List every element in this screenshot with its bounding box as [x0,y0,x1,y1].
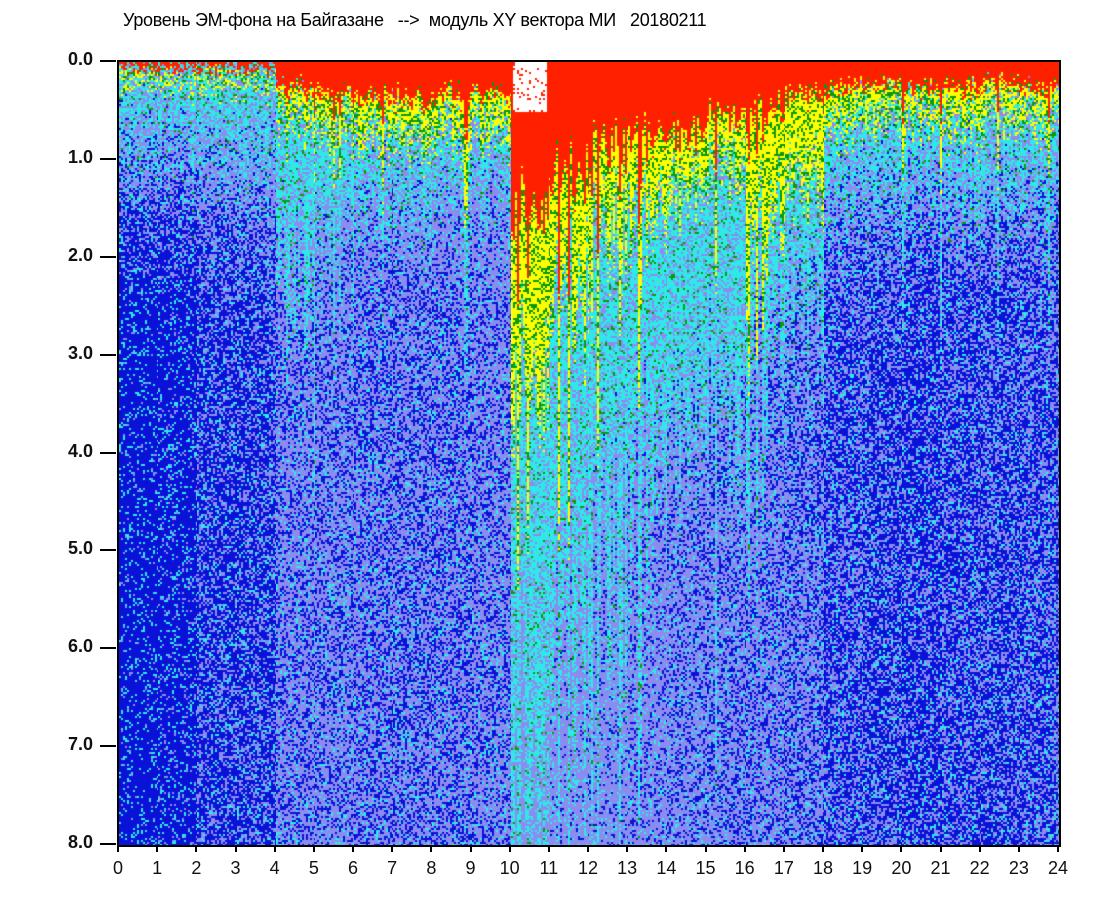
heatmap-column-hour-17 [785,62,824,845]
x-tick-label: 11 [539,858,559,878]
x-tick-label: 13 [617,858,638,878]
x-tick-label: 24 [1047,858,1069,878]
x-tick-mark [978,845,981,852]
x-tick-mark [704,845,707,852]
heatmap-column-hour-12 [589,62,628,845]
heatmap-column-hour-22 [981,62,1020,845]
x-tick-mark [117,845,119,852]
y-tick-label: 8.0 [67,832,93,852]
heatmap-column-hour-20 [902,62,942,845]
x-tick-mark [156,845,159,852]
x-tick-label: 10 [499,858,520,878]
x-tick-label: 14 [656,858,677,878]
heatmap-column-hour-6 [354,62,393,845]
x-tick-label: 6 [347,858,358,878]
heatmap-column-hour-5 [315,62,354,845]
y-tick-mark [100,255,116,258]
x-tick-mark [234,845,237,852]
x-tick-mark [665,845,668,852]
y-tick-mark [100,745,116,748]
heatmap-column-hour-4 [276,62,315,845]
heatmap-column-hour-19 [863,62,902,845]
heatmap-column-hour-13 [628,62,667,845]
x-tick-mark [1057,845,1059,852]
heatmap-column-hour-23 [1020,62,1059,845]
x-tick-label: 21 [930,858,951,878]
x-tick-mark [469,845,472,852]
x-tick-label: 23 [1008,858,1029,878]
plot-area [117,60,1061,847]
x-tick-mark [391,845,394,852]
chart-title: Уровень ЭМ-фона на Байгазане --> модуль … [123,10,707,30]
y-tick-label: 2.0 [67,244,93,265]
heatmap-column-hour-0 [119,62,158,845]
x-tick-label: 15 [695,858,716,878]
x-tick-label: 19 [852,858,873,878]
y-tick-mark [100,843,116,845]
heatmap-column-hour-18 [824,62,863,845]
heatmap-column-hour-15 [707,62,746,845]
x-tick-label: 8 [426,858,437,878]
heatmap-column-hour-11 [550,62,589,845]
x-tick-mark [782,845,785,852]
y-tick-label: 6.0 [67,636,93,657]
y-tick-mark [100,157,116,160]
heatmap-column-hour-3 [237,62,276,845]
x-tick-label: 4 [269,858,280,878]
x-tick-label: 2 [191,858,202,878]
heatmap-column-hour-10 [511,62,550,845]
x-tick-label: 7 [387,858,398,878]
x-tick-mark [587,845,589,852]
x-tick-label: 12 [577,858,599,878]
heatmap-column-hour-21 [942,62,981,845]
x-tick-label: 22 [969,858,990,878]
heatmap-column-hour-7 [393,62,432,845]
x-tick-mark [822,845,824,852]
y-tick-label: 4.0 [67,440,93,461]
y-tick-label: 5.0 [67,538,93,559]
y-tick-label: 1.0 [67,146,93,167]
x-tick-mark [1017,845,1020,852]
x-tick-label: 18 [812,858,834,878]
x-tick-mark [195,845,198,852]
x-tick-mark [547,845,550,852]
x-tick-mark [861,845,864,852]
x-tick-label: 16 [734,858,755,878]
x-tick-mark [273,845,276,852]
x-tick-mark [352,845,354,852]
x-tick-mark [312,845,315,852]
x-tick-mark [626,845,629,852]
heatmap-column-hour-16 [746,62,785,845]
y-tick-label: 0.0 [67,49,93,69]
x-tick-label: 3 [230,858,241,878]
y-tick-mark [100,549,116,552]
x-tick-mark [900,845,903,852]
x-tick-label: 1 [152,858,163,878]
y-tick-mark [100,647,116,650]
heatmap-column-hour-2 [197,62,237,845]
heatmap-column-hour-14 [667,62,707,845]
x-tick-label: 0 [112,858,123,878]
y-tick-label: 7.0 [67,734,93,755]
x-tick-label: 20 [891,858,912,878]
y-tick-label: 3.0 [67,342,93,363]
x-tick-mark [939,845,942,852]
x-tick-label: 5 [308,858,319,878]
heatmap-column-hour-1 [158,62,197,845]
heatmap-column-hour-9 [472,62,511,845]
x-tick-label: 9 [465,858,476,878]
x-tick-mark [508,845,511,852]
x-tick-mark [743,845,746,852]
heatmap-column-hour-8 [432,62,472,845]
y-tick-mark [100,451,116,454]
y-tick-mark [100,60,116,62]
x-tick-label: 17 [773,858,794,878]
y-tick-mark [100,353,116,356]
x-tick-mark [430,845,433,852]
